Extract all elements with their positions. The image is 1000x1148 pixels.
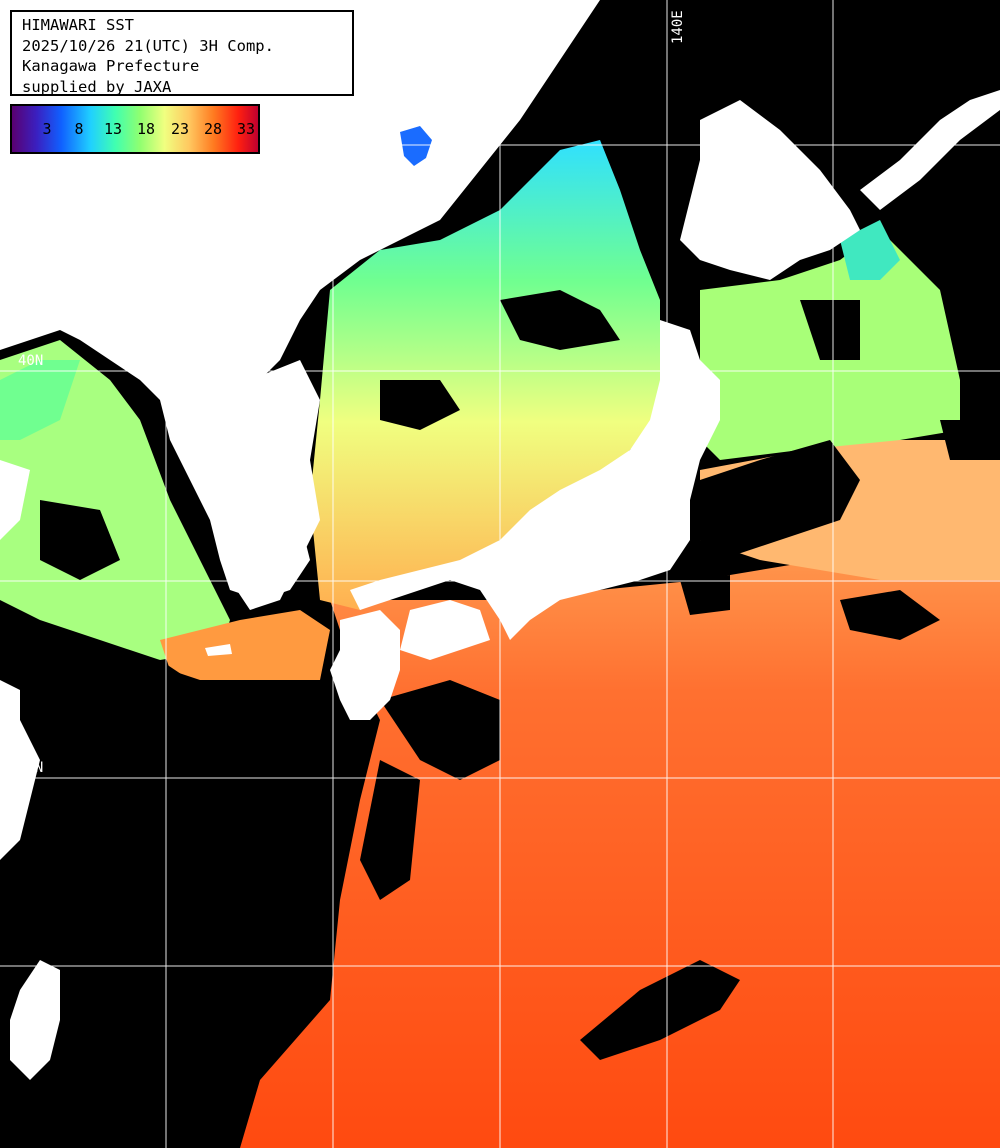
legend-tick-28: 28 (203, 120, 223, 138)
land-honshu (350, 320, 720, 640)
color-legend: 3 8 13 18 23 28 33 (10, 104, 260, 154)
lat-label-30n: 30N (18, 760, 44, 776)
legend-tick-18: 18 (136, 120, 156, 138)
lake-khanka (400, 126, 432, 166)
land-kyushu (330, 610, 400, 720)
legend-tick-33: 33 (236, 120, 256, 138)
land-shikoku (400, 600, 490, 660)
land-china-coast (0, 460, 30, 540)
land-china-south (0, 680, 40, 860)
lon-label-140e: 140E (670, 10, 686, 44)
legend-tick-23: 23 (170, 120, 190, 138)
legend-tick-13: 13 (103, 120, 123, 138)
title-line-4: supplied by JAXA (22, 77, 172, 96)
land-sakhalin (860, 90, 1000, 210)
legend-tick-8: 8 (74, 120, 84, 138)
title-box: HIMAWARI SST 2025/10/26 21(UTC) 3H Comp.… (10, 10, 354, 96)
sea-ecs-orange (160, 610, 330, 680)
sea-okhotsk (840, 220, 900, 280)
legend-tick-3: 3 (42, 120, 52, 138)
land-jeju (205, 644, 232, 656)
land-korea (220, 360, 320, 610)
sea-north (310, 140, 660, 610)
sea-bohai (0, 360, 80, 440)
title-line-1: HIMAWARI SST (22, 16, 134, 34)
lat-label-40n: 40N (18, 353, 44, 369)
title-line-2: 2025/10/26 21(UTC) 3H Comp. (22, 36, 274, 55)
land-taiwan (10, 960, 60, 1080)
title-line-3: Kanagawa Prefecture (22, 57, 200, 75)
